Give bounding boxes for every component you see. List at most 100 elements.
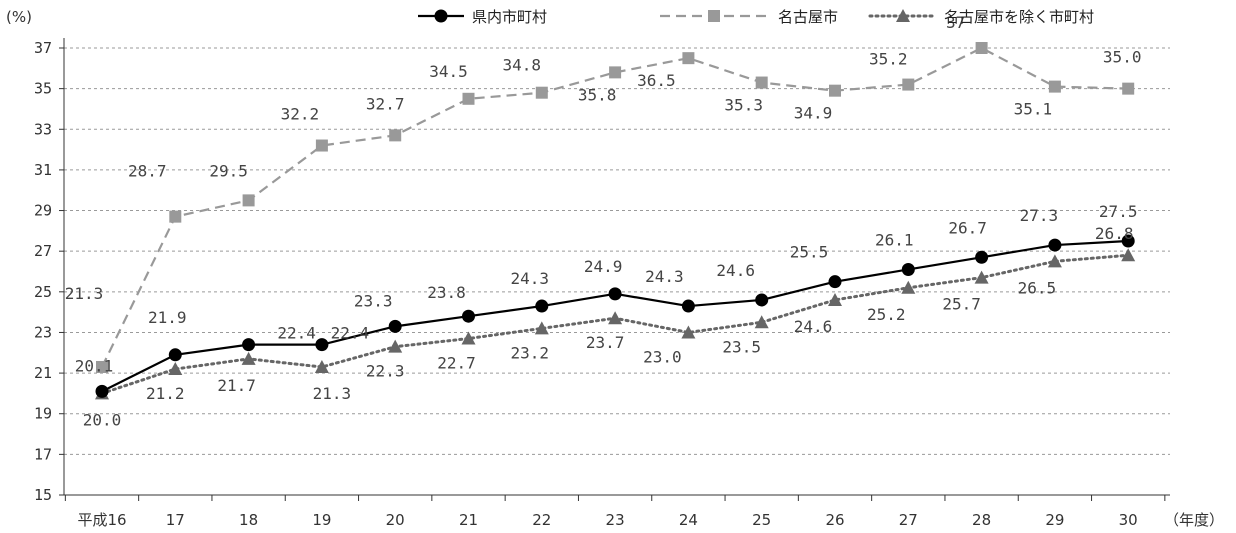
data-point (901, 262, 915, 276)
y-tick-label: 29 (34, 202, 52, 220)
x-tick-label: 30 (1119, 511, 1138, 529)
x-tick-label: 22 (532, 511, 551, 529)
y-tick-label: 23 (34, 323, 52, 341)
series-layer (95, 42, 1136, 400)
data-point (168, 362, 183, 376)
data-label: 35.0 (1103, 48, 1142, 67)
data-point (241, 351, 256, 365)
data-label: 23.0 (643, 347, 682, 366)
data-point (828, 292, 842, 306)
data-label: 34.5 (429, 62, 468, 81)
y-tick-label: 27 (34, 242, 52, 260)
data-label: 35.3 (724, 96, 763, 115)
x-tick-label: 平成16 (77, 511, 126, 529)
data-label: 25.2 (867, 305, 906, 324)
data-label: 27.5 (1099, 202, 1138, 221)
data-point (169, 210, 182, 223)
y-tick-label: 35 (34, 80, 52, 98)
data-label: 21.3 (65, 284, 104, 303)
data-point (754, 315, 769, 329)
y-tick-label: 33 (34, 120, 52, 138)
data-label: 23.7 (586, 333, 625, 352)
data-label: 24.3 (645, 267, 684, 286)
data-point (681, 299, 695, 313)
data-point (682, 52, 695, 65)
legend-marker (708, 10, 720, 22)
data-point (96, 360, 108, 373)
data-label: 21.2 (146, 384, 185, 403)
data-label: 24.3 (511, 269, 550, 288)
data-label: 24.6 (794, 317, 833, 336)
data-point (315, 139, 328, 152)
data-point (461, 331, 476, 345)
data-label: 36.5 (637, 71, 676, 90)
x-tick-label: 19 (312, 511, 331, 529)
data-label: 25.7 (942, 295, 981, 314)
data-label: 37 (946, 13, 965, 32)
data-label: 26.5 (1018, 278, 1057, 297)
data-point (535, 299, 549, 313)
data-point (975, 250, 989, 264)
data-point (1121, 234, 1135, 248)
data-point (829, 84, 841, 97)
data-point (1048, 80, 1061, 93)
legend-item: 名古屋市を除く市町村 (868, 8, 1094, 26)
data-label: 23.3 (354, 291, 393, 310)
legend: 県内市町村 名古屋市 名古屋市を除く市町村 (418, 8, 1094, 26)
data-point (755, 76, 768, 89)
x-tick-label: 20 (386, 511, 405, 529)
data-point (609, 66, 622, 79)
y-tick-label: 17 (34, 445, 52, 463)
data-point (168, 348, 182, 362)
data-point (1122, 82, 1135, 95)
x-tick-label: 26 (825, 511, 844, 529)
data-point (1048, 238, 1062, 252)
data-point (974, 270, 989, 284)
series-2 (95, 248, 1136, 400)
data-point (462, 309, 475, 323)
x-tick-label: 18 (239, 511, 258, 529)
data-point (975, 42, 988, 54)
y-tick-label: 15 (34, 486, 52, 504)
data-label: 23.5 (722, 337, 761, 356)
data-point (314, 359, 329, 373)
axes: (%) 15 17 19 21 23 25 27 29 31 33 35 37 平成16 17 18 19 20 2… (6, 8, 1224, 529)
data-label: 24.6 (716, 261, 755, 280)
data-label: 28.7 (128, 162, 167, 181)
legend-label: 名古屋市を除く市町村 (944, 8, 1094, 26)
x-tick-label: 29 (1045, 511, 1064, 529)
data-point (681, 325, 696, 339)
data-label: 22.4 (331, 324, 370, 343)
data-label: 21.9 (148, 308, 187, 327)
y-tick-label: 19 (34, 405, 52, 423)
data-labels: 20.1 21.9 22.4 22.4 23.3 23.8 24.3 24.9 24.3 24.6… (65, 13, 1142, 429)
data-point (242, 194, 255, 207)
data-label: 22.4 (277, 324, 316, 343)
data-point (242, 338, 256, 352)
data-label: 26.7 (948, 218, 987, 237)
data-label: 20.1 (75, 356, 114, 375)
legend-marker (896, 9, 910, 22)
data-point (1121, 248, 1136, 262)
series-line (101, 46, 1129, 368)
data-label: 27.3 (1020, 206, 1059, 225)
data-label: 35.8 (578, 85, 617, 104)
data-point (535, 86, 548, 99)
data-label: 32.7 (366, 94, 405, 113)
data-label: 23.2 (511, 343, 550, 362)
data-point (534, 321, 549, 335)
data-label: 21.3 (313, 384, 352, 403)
y-unit-label: (%) (6, 8, 32, 26)
y-tick-label: 21 (34, 364, 52, 382)
data-point (315, 338, 329, 352)
data-label: 22.3 (366, 362, 405, 381)
data-point (901, 280, 916, 294)
data-point (755, 293, 769, 307)
data-point (608, 287, 622, 301)
data-point (388, 319, 402, 333)
data-point (388, 339, 403, 353)
legend-marker (434, 9, 448, 23)
data-point (902, 78, 915, 91)
data-label: 26.1 (875, 230, 914, 249)
